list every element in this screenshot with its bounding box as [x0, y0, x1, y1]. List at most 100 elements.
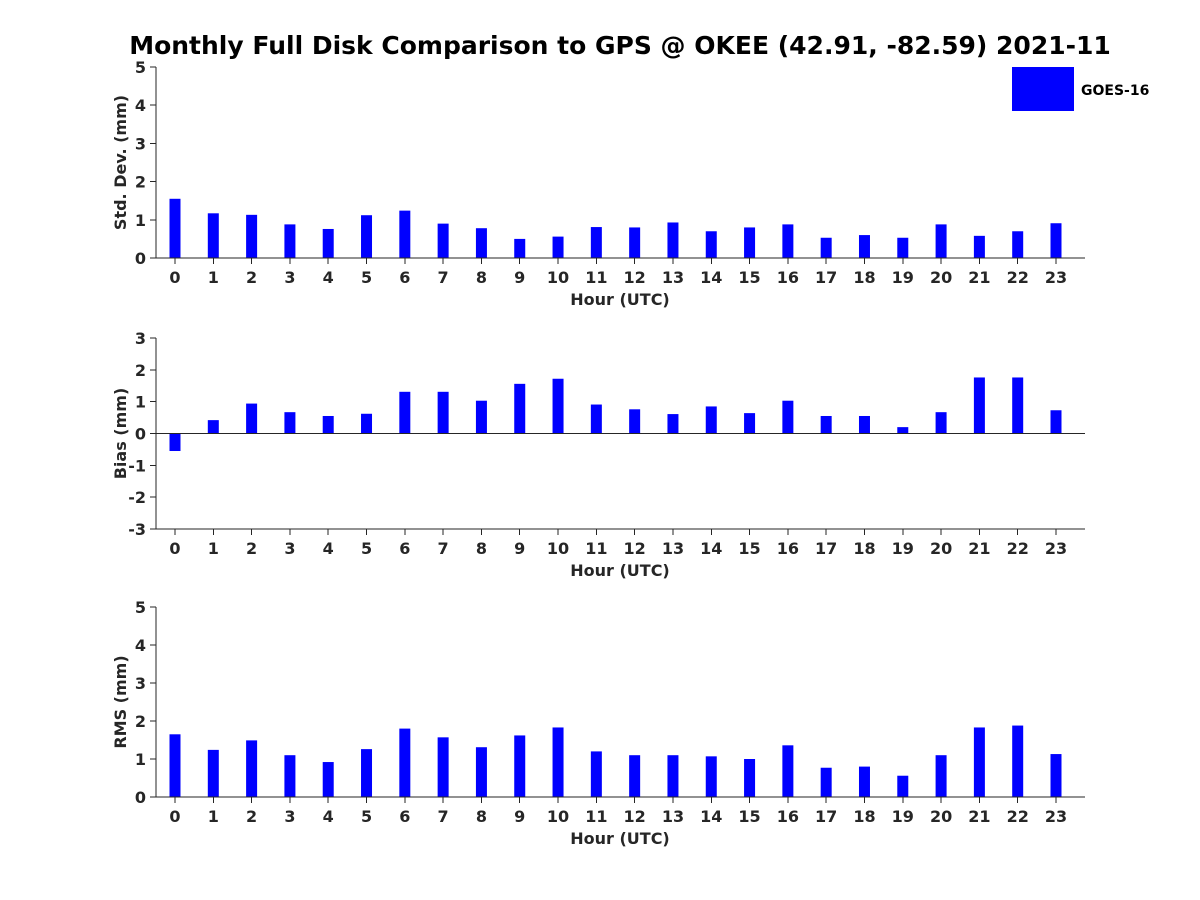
x-tick-label: 19: [892, 807, 914, 826]
bar-hour-20: [935, 224, 947, 258]
x-tick-label: 0: [169, 268, 180, 287]
y-tick-label: 1: [135, 211, 146, 230]
bar-hour-17: [820, 767, 832, 797]
bar-hour-20: [935, 755, 947, 797]
bar-hour-11: [590, 227, 602, 258]
bar-hour-23: [1050, 223, 1062, 258]
x-tick-label: 18: [853, 807, 875, 826]
x-tick-label: 21: [968, 807, 990, 826]
x-axis-label: Hour (UTC): [570, 290, 670, 309]
bar-hour-15: [744, 227, 756, 258]
bar-hour-19: [897, 237, 909, 258]
bar-hour-0: [169, 198, 181, 258]
x-tick-label: 11: [585, 539, 607, 558]
x-tick-label: 23: [1045, 807, 1067, 826]
bar-hour-13: [667, 414, 679, 434]
bar-hour-0: [169, 734, 181, 797]
bar-hour-9: [514, 238, 526, 258]
x-tick-label: 8: [476, 268, 487, 287]
bar-hour-22: [1012, 231, 1024, 258]
x-tick-label: 16: [777, 807, 799, 826]
bar-hour-16: [782, 400, 794, 434]
bar-hour-17: [820, 415, 832, 434]
x-tick-label: 15: [738, 268, 760, 287]
x-tick-label: 1: [208, 807, 219, 826]
bar-hour-6: [399, 210, 411, 258]
bar-hour-7: [437, 737, 449, 797]
x-tick-label: 5: [361, 539, 372, 558]
y-tick-label: 3: [135, 674, 146, 693]
y-tick-label: 2: [135, 173, 146, 192]
x-tick-label: 0: [169, 539, 180, 558]
legend: GOES-16: [1012, 67, 1149, 111]
y-axis-label: Bias (mm): [111, 388, 130, 480]
x-tick-label: 12: [624, 268, 646, 287]
x-tick-label: 17: [815, 268, 837, 287]
x-tick-label: 19: [892, 268, 914, 287]
bar-hour-14: [705, 406, 717, 434]
bar-hour-15: [744, 759, 756, 797]
bar-hour-5: [361, 215, 373, 258]
bar-hour-16: [782, 745, 794, 797]
bar-hour-3: [284, 412, 296, 434]
x-tick-label: 13: [662, 539, 684, 558]
bar-hour-12: [629, 227, 641, 258]
bar-hour-10: [552, 727, 564, 797]
x-tick-label: 8: [476, 539, 487, 558]
bar-hour-0: [169, 433, 181, 452]
y-tick-label: 1: [135, 393, 146, 412]
x-tick-label: 1: [208, 268, 219, 287]
y-tick-label: 0: [135, 249, 146, 268]
bar-hour-23: [1050, 410, 1062, 434]
x-tick-label: 12: [624, 539, 646, 558]
bar-hour-8: [475, 228, 487, 258]
bar-hour-9: [514, 735, 526, 797]
x-tick-label: 18: [853, 539, 875, 558]
x-tick-label: 13: [662, 268, 684, 287]
y-tick-label: 2: [135, 712, 146, 731]
bar-hour-17: [820, 237, 832, 258]
x-tick-label: 4: [323, 539, 334, 558]
bar-hour-15: [744, 413, 756, 434]
bar-hour-8: [475, 400, 487, 434]
x-tick-label: 14: [700, 539, 722, 558]
bar-hour-20: [935, 412, 947, 434]
x-tick-label: 19: [892, 539, 914, 558]
y-tick-label: 2: [135, 361, 146, 380]
y-tick-label: 5: [135, 58, 146, 77]
x-tick-label: 8: [476, 807, 487, 826]
bar-hour-19: [897, 775, 909, 797]
bar-hour-10: [552, 236, 564, 258]
y-tick-label: 3: [135, 134, 146, 153]
bar-hour-9: [514, 383, 526, 434]
bar-hour-2: [246, 403, 258, 434]
bar-hour-2: [246, 214, 258, 258]
x-tick-label: 2: [246, 268, 257, 287]
x-tick-label: 3: [284, 807, 295, 826]
bar-hour-18: [858, 766, 870, 797]
bar-hour-1: [207, 213, 219, 258]
x-tick-label: 22: [1007, 539, 1029, 558]
bar-hour-8: [475, 747, 487, 797]
legend-swatch: [1012, 67, 1074, 111]
x-tick-label: 10: [547, 807, 569, 826]
bar-hour-4: [322, 228, 334, 258]
bar-hour-3: [284, 224, 296, 258]
bar-hour-5: [361, 749, 373, 797]
x-tick-label: 7: [438, 807, 449, 826]
y-axis-label: Std. Dev. (mm): [111, 95, 130, 230]
bar-hour-6: [399, 391, 411, 434]
y-tick-label: 4: [135, 96, 146, 115]
x-tick-label: 9: [514, 539, 525, 558]
x-tick-label: 5: [361, 268, 372, 287]
bar-hour-1: [207, 420, 219, 434]
x-tick-label: 13: [662, 807, 684, 826]
y-tick-label: 0: [135, 425, 146, 444]
x-tick-label: 6: [399, 268, 410, 287]
y-tick-label: 4: [135, 636, 146, 655]
bar-hour-22: [1012, 377, 1024, 434]
x-tick-label: 21: [968, 539, 990, 558]
